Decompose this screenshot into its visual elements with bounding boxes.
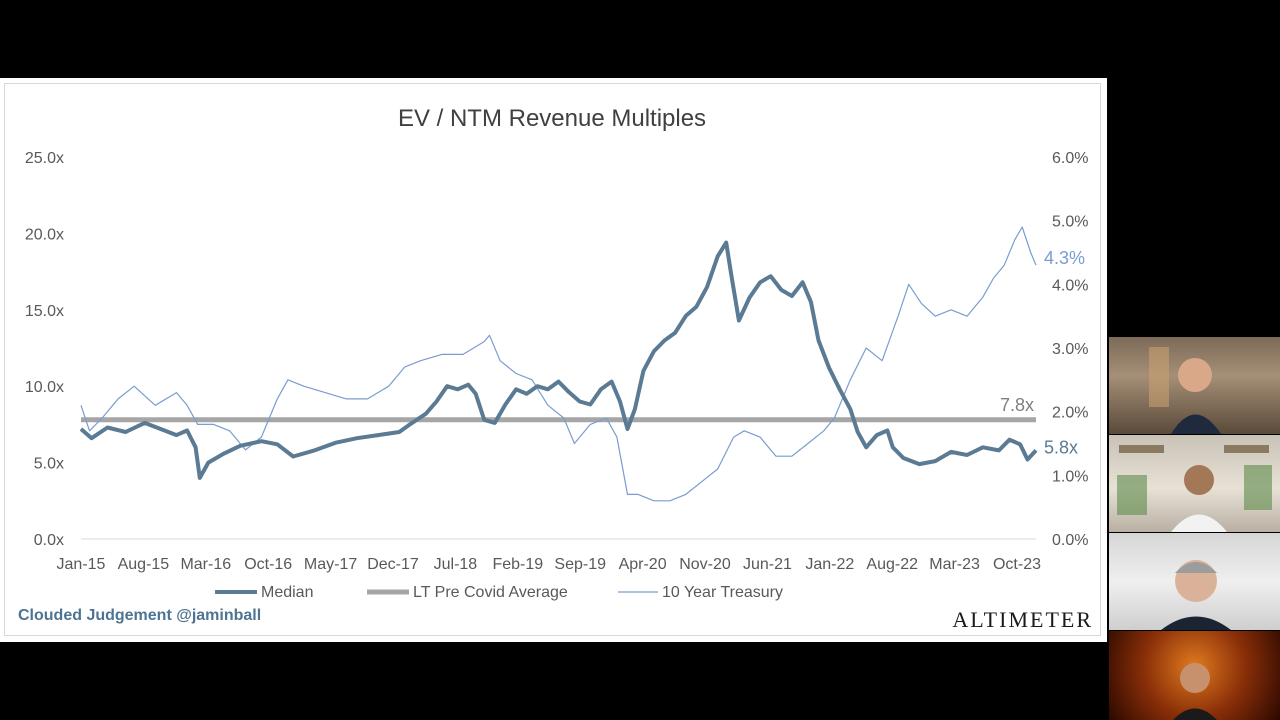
chart-title: EV / NTM Revenue Multiples: [398, 105, 706, 132]
x-tick-label: Aug-15: [118, 556, 170, 573]
brand-altimeter-logo: ALTIMETER: [952, 607, 1093, 632]
y-left-tick-label: 5.0x: [34, 456, 64, 473]
y-left-tick-label: 10.0x: [25, 379, 64, 396]
x-tick-label: Jan-15: [57, 556, 106, 573]
x-tick-label: Jun-21: [743, 556, 792, 573]
x-tick-label: Nov-20: [679, 556, 731, 573]
legend-label: LT Pre Covid Average: [413, 584, 568, 601]
participant-tile-2: [1109, 435, 1280, 532]
x-tick-label: Jul-18: [434, 556, 478, 573]
participant-tile-4: [1109, 631, 1280, 720]
legend-label: 10 Year Treasury: [662, 584, 783, 601]
participant-tile-3: [1109, 533, 1280, 630]
y-right-tick-label: 6.0%: [1052, 150, 1088, 167]
participant-1-avatar-icon: [1149, 347, 1221, 434]
y-right-tick-label: 0.0%: [1052, 532, 1088, 549]
x-tick-label: May-17: [304, 556, 357, 573]
right-axis: 0.0% 1.0% 2.0% 3.0% 4.0% 5.0% 6.0%: [1052, 150, 1088, 549]
participant-2-avatar-icon: [1117, 445, 1272, 532]
participant-tile-1: [1109, 337, 1280, 434]
y-right-tick-label: 3.0%: [1052, 341, 1088, 358]
chart-slide: EV / NTM Revenue Multiples 0.0x 5.0x 10.0x…: [0, 78, 1107, 642]
legend-label: Median: [261, 584, 313, 601]
participant-4-avatar-icon: [1173, 663, 1217, 720]
y-left-tick-label: 25.0x: [25, 150, 64, 167]
x-axis: Jan-15 Aug-15 Mar-16 Oct-16 May-17 Dec-17 Jul-…: [57, 556, 1042, 573]
slide-border: [4, 83, 1101, 636]
median-end-label: 5.8x: [1044, 437, 1078, 457]
plot-area: [79, 226, 1038, 540]
x-tick-label: Sep-19: [554, 556, 606, 573]
y-left-tick-label: 20.0x: [25, 226, 64, 243]
x-tick-label: Dec-17: [367, 556, 419, 573]
x-tick-label: Apr-20: [619, 556, 667, 573]
x-tick-label: Mar-16: [180, 556, 231, 573]
y-right-tick-label: 2.0%: [1052, 405, 1088, 422]
x-tick-label: Jan-22: [805, 556, 854, 573]
average-end-label: 7.8x: [1000, 395, 1034, 415]
x-tick-label: Oct-23: [993, 556, 1041, 573]
y-right-tick-label: 1.0%: [1052, 468, 1088, 485]
end-labels: 7.8x 5.8x 4.3%: [1000, 248, 1085, 457]
series-line-10-year-treasury: [80, 226, 1037, 502]
y-left-tick-label: 15.0x: [25, 303, 64, 320]
participant-3-avatar-icon: [1161, 560, 1231, 630]
x-tick-label: Aug-22: [866, 556, 918, 573]
series-line-median: [79, 240, 1038, 480]
chart: EV / NTM Revenue Multiples 0.0x 5.0x 10.0x…: [25, 105, 1089, 601]
x-tick-label: Mar-23: [929, 556, 980, 573]
left-axis: 0.0x 5.0x 10.0x 15.0x 20.0x 25.0x: [25, 150, 64, 549]
x-tick-label: Feb-19: [492, 556, 543, 573]
treasury-end-label: 4.3%: [1044, 248, 1085, 268]
legend: Median LT Pre Covid Average 10 Year Treasu…: [215, 584, 783, 601]
brand-clouded-judgement: Clouded Judgement @jaminball: [18, 607, 262, 624]
y-right-tick-label: 4.0%: [1052, 277, 1088, 294]
y-left-tick-label: 0.0x: [34, 532, 64, 549]
y-right-tick-label: 5.0%: [1052, 214, 1088, 231]
x-tick-label: Oct-16: [244, 556, 292, 573]
